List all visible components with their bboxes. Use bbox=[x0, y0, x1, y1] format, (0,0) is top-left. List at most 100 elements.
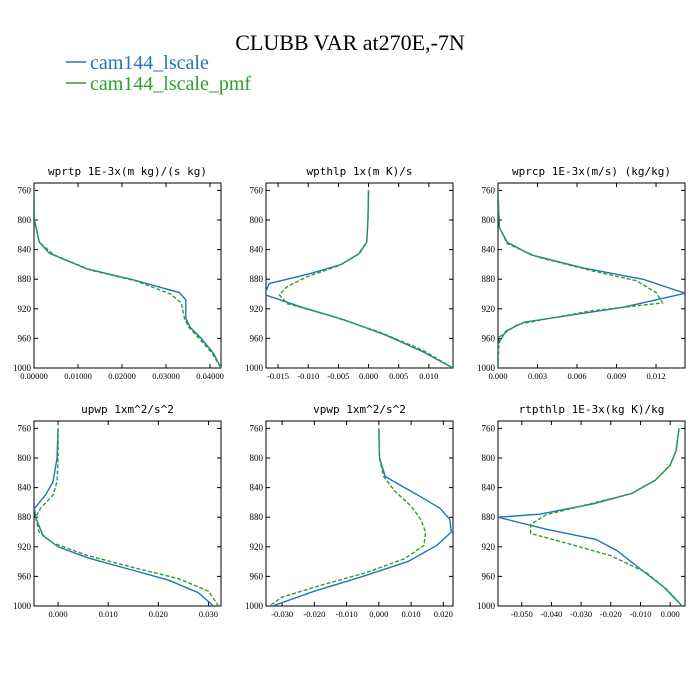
y-tick-label: 960 bbox=[482, 571, 496, 581]
y-tick-label: 880 bbox=[250, 512, 264, 522]
x-tick-label: 0.000 bbox=[369, 609, 388, 619]
x-tick-label: -0.020 bbox=[303, 609, 325, 619]
x-tick-label: 0.020 bbox=[434, 609, 453, 619]
y-tick-label: 800 bbox=[250, 215, 264, 225]
y-tick-label: 1000 bbox=[477, 363, 496, 373]
y-tick-label: 760 bbox=[250, 185, 264, 195]
y-tick-label: 880 bbox=[18, 512, 32, 522]
y-tick-label: 920 bbox=[18, 304, 32, 314]
panel-title: wpthlp 1x(m K)/s bbox=[307, 165, 413, 178]
series-line-lscale-pmf bbox=[498, 190, 664, 368]
panel-title: upwp 1xm^2/s^2 bbox=[81, 403, 174, 416]
chart-panel-6: rtpthlp 1E-3x(kg K)/kg 760 800 840 880 920 960… bbox=[477, 403, 686, 619]
x-tick-label: 0.005 bbox=[389, 371, 408, 381]
x-tick-label: -0.050 bbox=[511, 609, 533, 619]
x-tick-label: 0.000 bbox=[488, 371, 507, 381]
y-tick-label: 960 bbox=[250, 333, 264, 343]
y-tick-label: 920 bbox=[482, 304, 496, 314]
plot-frame bbox=[265, 182, 454, 369]
y-tick-label: 840 bbox=[250, 483, 264, 493]
y-tick-label: 1000 bbox=[245, 363, 264, 373]
plot-frame bbox=[33, 420, 222, 607]
panel-title: vpwp 1xm^2/s^2 bbox=[313, 403, 406, 416]
series-line-lscale bbox=[34, 428, 214, 606]
series-line-lscale-pmf bbox=[278, 190, 453, 368]
x-tick-label: 0.012 bbox=[646, 371, 665, 381]
chart-panel-1: wprtp 1E-3x(m kg)/(s kg) 760 800 840 880 920 9… bbox=[13, 165, 224, 381]
x-tick-label: -0.005 bbox=[327, 371, 349, 381]
y-tick-label: 800 bbox=[18, 453, 32, 463]
y-tick-label: 960 bbox=[482, 333, 496, 343]
y-tick-label: 760 bbox=[482, 185, 496, 195]
y-tick-label: 760 bbox=[18, 185, 32, 195]
y-tick-label: 1000 bbox=[13, 363, 32, 373]
x-tick-label: 0.01000 bbox=[64, 371, 92, 381]
y-tick-label: 920 bbox=[250, 542, 264, 552]
plot-frame bbox=[33, 182, 222, 369]
y-tick-label: 800 bbox=[18, 215, 32, 225]
y-tick-label: 880 bbox=[18, 274, 32, 284]
figure-title: CLUBB VAR at270E,-7N bbox=[235, 30, 465, 55]
y-tick-label: 960 bbox=[18, 333, 32, 343]
series-line-lscale bbox=[272, 428, 453, 606]
y-tick-label: 840 bbox=[18, 483, 32, 493]
x-tick-label: 0.000 bbox=[49, 609, 68, 619]
x-tick-label: 0.006 bbox=[567, 371, 586, 381]
figure-legend: cam144_lscale cam144_lscale_pmf bbox=[66, 52, 251, 95]
x-tick-label: -0.040 bbox=[540, 609, 562, 619]
series-line-lscale bbox=[266, 190, 453, 368]
y-tick-label: 960 bbox=[18, 571, 32, 581]
panel-title: rtpthlp 1E-3x(kg K)/kg bbox=[519, 403, 665, 416]
x-tick-label: -0.030 bbox=[271, 609, 293, 619]
x-tick-label: -0.010 bbox=[297, 371, 319, 381]
chart-panel-4: upwp 1xm^2/s^2 760 800 840 880 920 960 1000 0.00… bbox=[13, 403, 222, 619]
x-tick-label: 0.000 bbox=[359, 371, 378, 381]
y-tick-label: 840 bbox=[18, 245, 32, 255]
x-tick-label: 0.010 bbox=[419, 371, 438, 381]
series-line-lscale-pmf bbox=[268, 428, 427, 606]
y-tick-label: 840 bbox=[250, 245, 264, 255]
y-tick-label: 760 bbox=[18, 423, 32, 433]
x-tick-label: 0.02000 bbox=[108, 371, 136, 381]
x-tick-label: 0.030 bbox=[199, 609, 218, 619]
chart-panel-3: wprcp 1E-3x(m/s) (kg/kg) 760 800 840 880 920 9… bbox=[477, 165, 686, 381]
x-tick-label: -0.020 bbox=[600, 609, 622, 619]
series-line-lscale-pmf bbox=[34, 428, 220, 606]
x-tick-label: 0.010 bbox=[99, 609, 118, 619]
x-tick-label: 0.000 bbox=[661, 609, 680, 619]
y-tick-label: 1000 bbox=[245, 601, 264, 611]
y-tick-label: 880 bbox=[250, 274, 264, 284]
x-tick-label: 0.00000 bbox=[20, 371, 48, 381]
y-tick-label: 1000 bbox=[477, 601, 496, 611]
x-tick-label: -0.010 bbox=[629, 609, 651, 619]
x-tick-label: -0.010 bbox=[336, 609, 358, 619]
chart-panels: wprtp 1E-3x(m kg)/(s kg) 760 800 840 880 920 9… bbox=[13, 165, 686, 619]
series-line-lscale-pmf bbox=[529, 428, 683, 606]
legend-label-lscale-pmf: cam144_lscale_pmf bbox=[90, 73, 251, 95]
x-tick-label: 0.010 bbox=[402, 609, 421, 619]
series-line-lscale bbox=[498, 428, 683, 606]
series-line-lscale bbox=[498, 190, 685, 368]
legend-label-lscale: cam144_lscale bbox=[90, 52, 209, 74]
y-tick-label: 1000 bbox=[13, 601, 32, 611]
y-tick-label: 920 bbox=[18, 542, 32, 552]
y-tick-label: 960 bbox=[250, 571, 264, 581]
y-tick-label: 840 bbox=[482, 245, 496, 255]
x-tick-label: 0.003 bbox=[528, 371, 547, 381]
panel-title: wprcp 1E-3x(m/s) (kg/kg) bbox=[512, 165, 671, 178]
x-tick-label: 0.020 bbox=[149, 609, 168, 619]
x-tick-label: 0.04000 bbox=[196, 371, 224, 381]
plot-frame bbox=[497, 420, 686, 607]
y-tick-label: 800 bbox=[482, 453, 496, 463]
y-tick-label: 920 bbox=[482, 542, 496, 552]
series-line-lscale bbox=[34, 190, 221, 368]
y-tick-label: 880 bbox=[482, 512, 496, 522]
y-tick-label: 800 bbox=[250, 453, 264, 463]
x-tick-label: 0.03000 bbox=[152, 371, 180, 381]
plot-frame bbox=[265, 420, 454, 607]
x-tick-label: 0.009 bbox=[607, 371, 626, 381]
y-tick-label: 920 bbox=[250, 304, 264, 314]
y-tick-label: 800 bbox=[482, 215, 496, 225]
series-line-lscale-pmf bbox=[34, 190, 221, 368]
